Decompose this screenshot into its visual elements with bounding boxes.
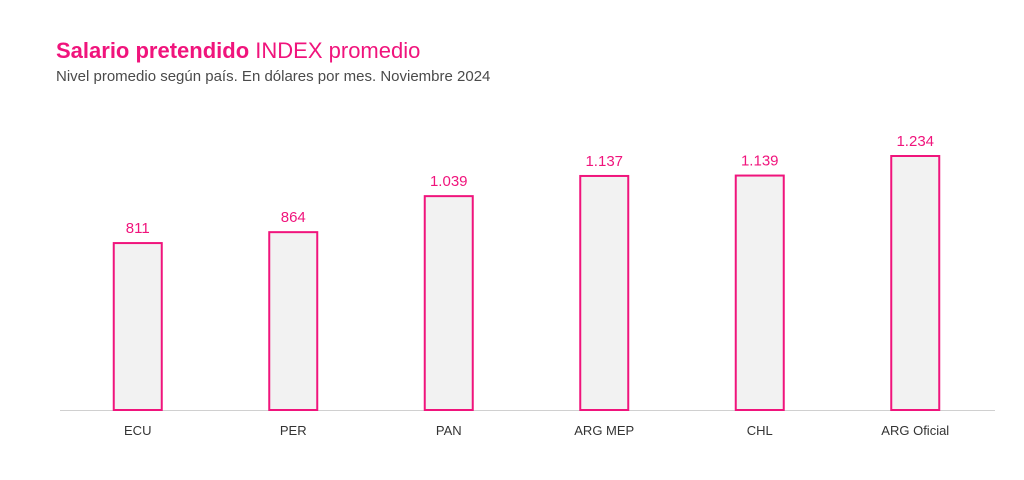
chart-subtitle: Nivel promedio según país. En dólares po… — [56, 68, 491, 85]
data-label: 864 — [281, 209, 306, 226]
data-label: 1.039 — [430, 173, 468, 190]
bar-per — [268, 231, 319, 411]
data-label: 811 — [126, 220, 150, 237]
data-label: 1.234 — [896, 133, 934, 150]
bar-pan — [423, 195, 474, 411]
x-tick-label: PAN — [436, 423, 462, 438]
data-label: 1.137 — [585, 153, 623, 170]
chart-header: Salario pretendido INDEX promedio Nivel … — [56, 38, 490, 86]
x-tick-label: PER — [280, 423, 307, 438]
x-tick-label: ECU — [124, 423, 151, 438]
bar-chl — [734, 174, 785, 411]
chart-title-rest: INDEX promedio — [255, 38, 421, 63]
chart-title: Salario pretendido INDEX promedio — [56, 38, 490, 64]
x-tick-label: ARG MEP — [574, 423, 634, 438]
data-label: 1.139 — [741, 153, 779, 170]
bar-arg-mep — [579, 174, 630, 411]
bar-arg-oficial — [890, 155, 941, 411]
x-tick-label: ARG Oficial — [881, 423, 949, 438]
x-tick-label: CHL — [747, 423, 773, 438]
chart-title-bold: Salario pretendido — [56, 38, 250, 63]
bar-ecu — [112, 242, 163, 411]
